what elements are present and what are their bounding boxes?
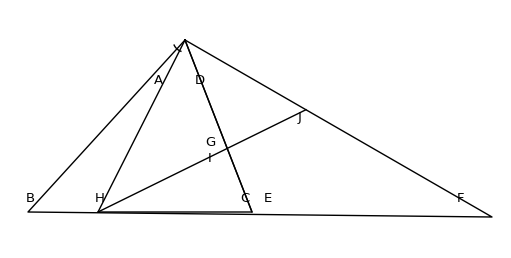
- Text: D: D: [195, 74, 205, 86]
- Text: G: G: [205, 136, 215, 149]
- Text: J: J: [298, 111, 302, 125]
- Text: C: C: [240, 191, 250, 205]
- Text: F: F: [456, 191, 464, 205]
- Text: I: I: [208, 151, 212, 165]
- Text: H: H: [95, 191, 105, 205]
- Text: E: E: [264, 191, 272, 205]
- Text: A: A: [153, 74, 162, 86]
- Text: B: B: [26, 191, 35, 205]
